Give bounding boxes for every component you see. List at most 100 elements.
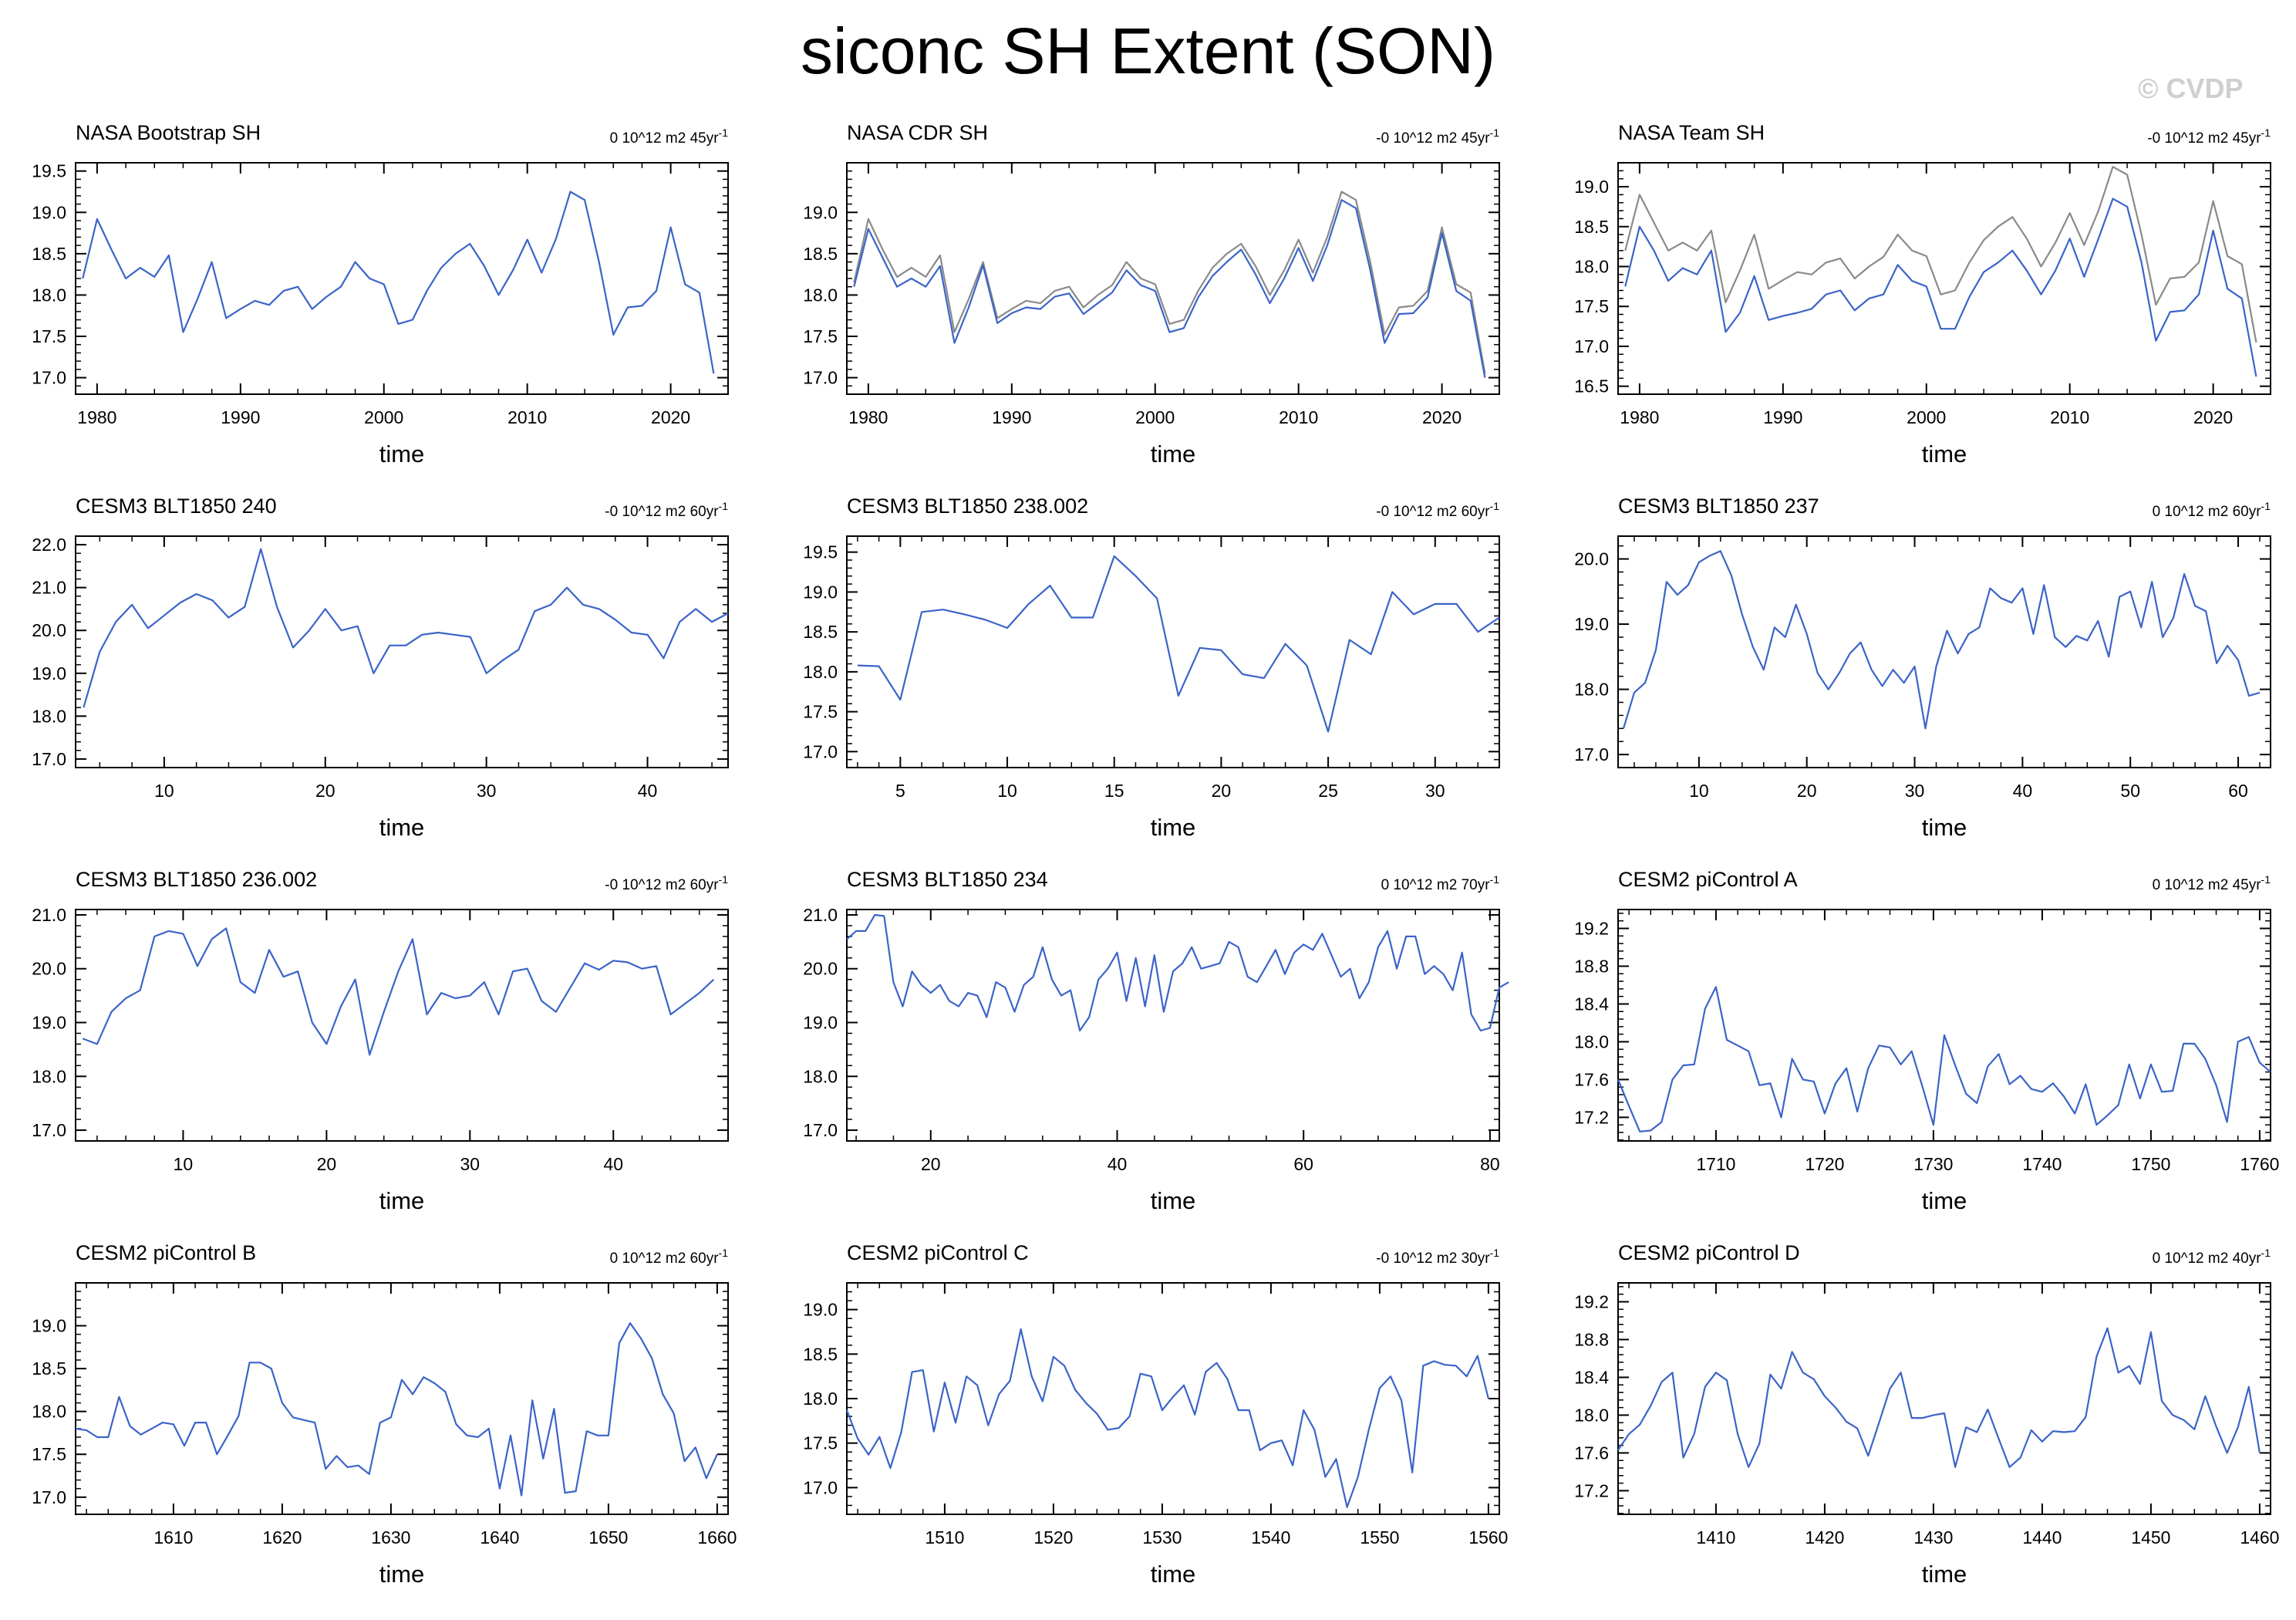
chart-panel: CESM2 piControl D 0 10^12 m2 40yr-1 1410 14… xyxy=(1574,1241,2279,1588)
y-tick-label: 18.5 xyxy=(803,622,838,642)
x-axis-label: time xyxy=(1151,814,1196,841)
y-tick-label: 17.5 xyxy=(32,326,66,346)
y-tick-label: 19.0 xyxy=(803,1013,838,1033)
y-tick-label: 19.0 xyxy=(1574,614,1609,634)
x-tick-label: 2020 xyxy=(2193,407,2233,427)
trend-label: 0 10^12 m2 60yr-1 xyxy=(610,1247,729,1267)
y-tick-label: 18.5 xyxy=(1574,217,1609,237)
reference-series-line xyxy=(853,191,1486,374)
trend-label: 0 10^12 m2 40yr-1 xyxy=(2153,1247,2271,1267)
y-tick-label: 18.0 xyxy=(1574,1405,1609,1425)
trend-label: -0 10^12 m2 30yr-1 xyxy=(1376,1247,1499,1267)
trend-superscript: -1 xyxy=(719,500,729,512)
y-tick-label: 18.0 xyxy=(32,285,66,305)
x-tick-label: 40 xyxy=(638,781,658,801)
panel-title: CESM2 piControl C xyxy=(847,1241,1029,1264)
x-axis-label: time xyxy=(1922,814,1967,841)
chart-panel: CESM2 piControl C -0 10^12 m2 30yr-1 1510 1… xyxy=(803,1241,1508,1588)
y-tick-label: 17.6 xyxy=(1574,1069,1609,1089)
trend-text: 0 10^12 m2 45yr xyxy=(2153,877,2262,893)
trend-superscript: -1 xyxy=(1490,1247,1500,1259)
trend-text: -0 10^12 m2 30yr xyxy=(1376,1250,1490,1267)
plot-frame xyxy=(846,1282,1500,1515)
y-tick-label: 17.5 xyxy=(32,1444,66,1464)
x-tick-label: 1990 xyxy=(221,407,260,427)
chart-panel: NASA CDR SH -0 10^12 m2 45yr-1 1980 1990 200… xyxy=(803,121,1500,467)
y-tick-label: 17.2 xyxy=(1574,1480,1609,1500)
y-tick-label: 19.2 xyxy=(1574,918,1609,938)
series-line xyxy=(1617,1327,2261,1468)
chart-panel: NASA Team SH -0 10^12 m2 45yr-1 1980 1990 20… xyxy=(1574,121,2271,467)
plot-frame xyxy=(75,162,729,395)
x-tick-label: 1640 xyxy=(480,1527,519,1547)
x-tick-label: 2000 xyxy=(364,407,403,427)
y-tick-label: 19.0 xyxy=(1574,177,1609,197)
trend-superscript: -1 xyxy=(2261,1247,2271,1259)
y-tick-label: 18.5 xyxy=(803,1344,838,1364)
trend-superscript: -1 xyxy=(1490,873,1500,886)
x-tick-label: 2000 xyxy=(1907,407,1946,427)
trend-text: -0 10^12 m2 45yr xyxy=(1376,130,1490,147)
panel-title: NASA CDR SH xyxy=(847,121,988,144)
chart-panel: CESM3 BLT1850 234 0 10^12 m2 70yr-1 20 40 60… xyxy=(803,868,1509,1214)
panel-title: CESM3 BLT1850 236.002 xyxy=(76,868,317,891)
y-tick-label: 19.0 xyxy=(32,202,66,222)
x-tick-label: 1410 xyxy=(1696,1527,1735,1547)
y-tick-label: 18.0 xyxy=(32,1402,66,1422)
y-tick-label: 17.5 xyxy=(803,326,838,346)
x-tick-label: 10 xyxy=(1689,781,1709,801)
x-tick-label: 30 xyxy=(460,1154,480,1174)
series-line xyxy=(845,1328,1489,1508)
x-tick-label: 10 xyxy=(154,781,174,801)
series-line xyxy=(1622,550,2261,730)
y-tick-label: 18.4 xyxy=(1574,994,1609,1014)
reference-series-line xyxy=(1624,166,2257,343)
x-tick-label: 1420 xyxy=(1805,1527,1844,1547)
plot-frame xyxy=(75,535,729,768)
y-tick-label: 17.0 xyxy=(32,1487,66,1507)
x-tick-label: 60 xyxy=(2228,781,2248,801)
x-axis-label: time xyxy=(379,814,425,841)
x-axis-label: time xyxy=(1151,1187,1196,1214)
trend-text: 0 10^12 m2 40yr xyxy=(2153,1250,2262,1267)
trend-label: -0 10^12 m2 45yr-1 xyxy=(2147,127,2271,147)
plot-frame xyxy=(846,909,1500,1142)
x-tick-label: 1560 xyxy=(1468,1527,1508,1547)
y-tick-label: 20.0 xyxy=(1574,549,1609,569)
x-tick-label: 1460 xyxy=(2240,1527,2279,1547)
y-tick-label: 22.0 xyxy=(32,535,66,555)
trend-label: 0 10^12 m2 70yr-1 xyxy=(1381,873,1500,893)
x-tick-label: 30 xyxy=(477,781,497,801)
x-tick-label: 1540 xyxy=(1251,1527,1290,1547)
x-tick-label: 1720 xyxy=(1805,1154,1844,1174)
trend-superscript: -1 xyxy=(719,1247,729,1259)
x-axis-label: time xyxy=(379,440,425,467)
x-tick-label: 2010 xyxy=(1279,407,1318,427)
x-tick-label: 1550 xyxy=(1360,1527,1399,1547)
plot-frame xyxy=(846,535,1500,768)
x-tick-label: 40 xyxy=(2013,781,2033,801)
series-line xyxy=(82,927,715,1056)
plot-frame xyxy=(75,909,729,1142)
y-tick-label: 21.0 xyxy=(32,578,66,598)
trend-label: -0 10^12 m2 60yr-1 xyxy=(605,500,728,520)
x-tick-label: 2010 xyxy=(507,407,547,427)
x-tick-label: 1990 xyxy=(992,407,1031,427)
trend-text: 0 10^12 m2 60yr xyxy=(610,1250,720,1267)
chart-panel: CESM2 piControl A 0 10^12 m2 45yr-1 1710 17… xyxy=(1574,868,2279,1214)
y-tick-label: 18.5 xyxy=(32,244,66,264)
x-tick-label: 2010 xyxy=(2050,407,2089,427)
x-tick-label: 1620 xyxy=(262,1527,302,1547)
y-tick-label: 18.8 xyxy=(1574,956,1609,976)
x-tick-label: 1630 xyxy=(371,1527,410,1547)
y-tick-label: 21.0 xyxy=(803,905,838,925)
trend-text: -0 10^12 m2 45yr xyxy=(2147,130,2261,147)
x-tick-label: 80 xyxy=(1480,1154,1500,1174)
y-tick-label: 19.5 xyxy=(32,161,66,181)
x-axis-label: time xyxy=(379,1187,425,1214)
series-line xyxy=(82,191,715,374)
x-tick-label: 1730 xyxy=(1913,1154,1953,1174)
x-tick-label: 5 xyxy=(895,781,905,801)
chart-panel: NASA Bootstrap SH 0 10^12 m2 45yr-1 1980 19… xyxy=(32,121,729,467)
x-tick-label: 1980 xyxy=(848,407,888,427)
